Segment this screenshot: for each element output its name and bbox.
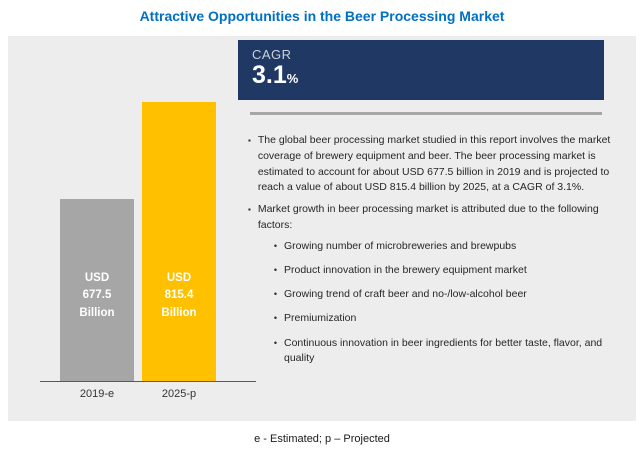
sub-bullet-text: Continuous innovation in beer ingredient… — [284, 336, 603, 364]
dot-bullet-icon: • — [273, 313, 277, 324]
section-divider — [250, 112, 602, 115]
dot-bullet-icon: • — [273, 337, 277, 348]
x-axis-line — [40, 381, 256, 382]
cagr-box: CAGR 3.1% — [238, 40, 604, 100]
x-tick-2025p: 2025-p — [161, 388, 197, 400]
footnote: e - Estimated; p – Projected — [254, 433, 390, 445]
bullet-list: ▪ The global beer processing market stud… — [248, 133, 616, 381]
sub-bullet-text: Growing trend of craft beer and no-/low-… — [284, 288, 527, 301]
bullet-text: The global beer processing market studie… — [257, 134, 611, 194]
cagr-percent-sign: % — [286, 71, 299, 86]
bullet-content: Market growth in beer processing market … — [258, 202, 616, 375]
sub-bullet-list: • Growing number of microbreweries and b… — [258, 239, 616, 367]
cagr-value: 3.1% — [252, 61, 604, 90]
bullet-item: ▪ The global beer processing market stud… — [248, 133, 616, 196]
dot-bullet-icon: • — [273, 264, 277, 275]
sub-bullet-item: • Growing number of microbreweries and b… — [274, 239, 616, 254]
sub-bullet-item: • Product innovation in the brewery equi… — [274, 263, 616, 278]
sub-bullet-item: • Growing trend of craft beer and no-/lo… — [274, 287, 616, 302]
dot-bullet-icon: • — [273, 289, 277, 300]
bar-2019e-value-label: USD 677.5 Billion — [79, 271, 115, 320]
bar-2025p: USD 815.4 Billion — [142, 102, 216, 381]
bar-2025p-value-label: USD 815.4 Billion — [161, 271, 197, 320]
sub-bullet-text: Premiumization — [284, 312, 357, 325]
sub-bullet-item: • Premiumization — [274, 311, 616, 326]
bullet-item: ▪ Market growth in beer processing marke… — [248, 202, 616, 375]
cagr-label: CAGR — [252, 47, 292, 62]
main-panel: USD 677.5 Billion USD 815.4 Billion 2019… — [8, 36, 636, 421]
square-bullet-icon: ▪ — [248, 136, 251, 145]
bullet-text: Market growth in beer processing market … — [257, 203, 599, 231]
square-bullet-icon: ▪ — [248, 205, 251, 214]
sub-bullet-text: Growing number of microbreweries and bre… — [284, 239, 517, 252]
dot-bullet-icon: • — [273, 240, 277, 251]
sub-bullet-item: • Continuous innovation in beer ingredie… — [274, 336, 616, 366]
x-tick-2019e: 2019-e — [79, 388, 115, 400]
sub-bullet-text: Product innovation in the brewery equipm… — [284, 263, 527, 276]
bar-2019e: USD 677.5 Billion — [60, 199, 134, 381]
page-title: Attractive Opportunities in the Beer Pro… — [139, 8, 505, 24]
cagr-number: 3.1 — [252, 61, 287, 89]
